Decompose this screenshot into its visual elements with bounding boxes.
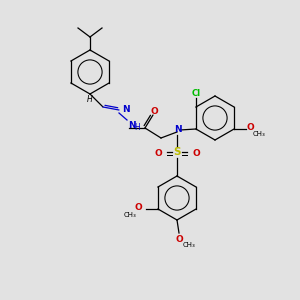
- Text: N: N: [122, 104, 130, 113]
- Text: N: N: [128, 121, 136, 130]
- Text: CH₃: CH₃: [253, 131, 266, 137]
- Text: H: H: [134, 124, 140, 133]
- Text: O: O: [246, 124, 254, 133]
- Text: S: S: [173, 147, 181, 157]
- Text: H: H: [87, 95, 93, 104]
- Text: CH₃: CH₃: [183, 242, 195, 248]
- Text: O: O: [192, 148, 200, 158]
- Text: O: O: [175, 235, 183, 244]
- Text: O: O: [154, 148, 162, 158]
- Text: Cl: Cl: [191, 89, 200, 98]
- Text: CH₃: CH₃: [124, 212, 136, 218]
- Text: O: O: [134, 203, 142, 212]
- Text: O: O: [150, 106, 158, 116]
- Text: N: N: [174, 124, 182, 134]
